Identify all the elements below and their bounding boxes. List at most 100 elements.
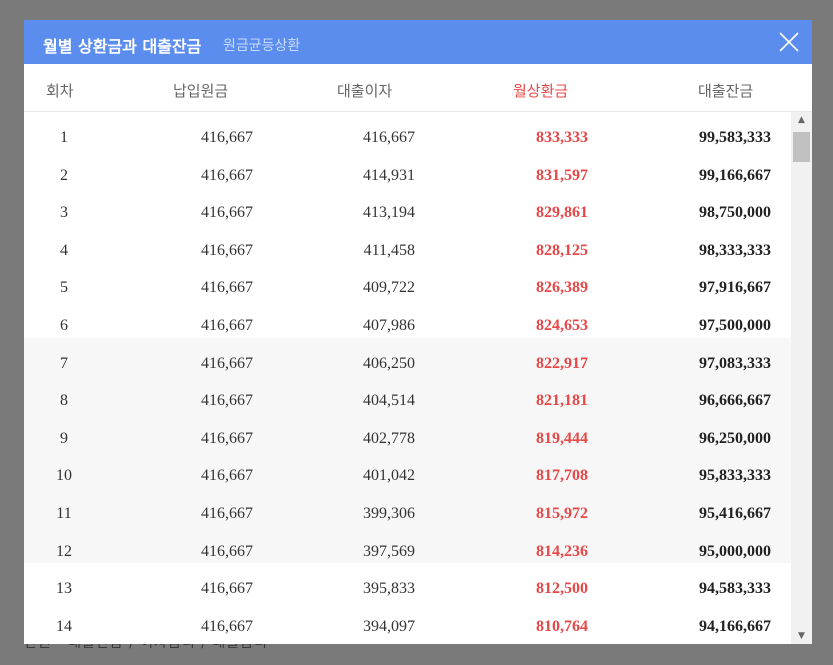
cell-monthly-payment: 824,653 <box>536 316 588 334</box>
cell-monthly-payment: 815,972 <box>536 504 588 522</box>
cell-monthly-payment: 812,500 <box>536 580 588 598</box>
table-row: 14 416,667 394,097 810,764 94,166,667 <box>24 601 791 639</box>
modal-title: 월별 상환금과 대출잔금 <box>43 37 202 56</box>
table-row: 11 416,667 399,306 815,972 95,416,667 <box>24 487 791 526</box>
cell-monthly-payment: 817,708 <box>536 467 588 485</box>
table-row: 10 416,667 401,042 817,708 95,833,333 <box>24 450 791 488</box>
cell-installment: 6 <box>60 316 68 334</box>
cell-monthly-payment: 814,236 <box>536 542 588 560</box>
table-row: 4 416,667 411,458 828,125 98,333,333 <box>24 225 791 263</box>
table-row: 3 416,667 413,194 829,861 98,750,000 <box>24 187 791 225</box>
col-header-no: 회차 <box>46 82 74 100</box>
cell-principal: 416,667 <box>201 580 253 598</box>
scroll-down-arrow-icon[interactable]: ▼ <box>798 631 805 641</box>
cell-interest: 409,722 <box>363 279 415 297</box>
table-row: 13 416,667 395,833 812,500 94,583,333 <box>24 563 791 601</box>
cell-monthly-payment: 833,333 <box>536 129 588 146</box>
cell-loan-balance: 95,833,333 <box>699 467 771 485</box>
cell-loan-balance: 94,166,667 <box>699 617 771 635</box>
cell-monthly-payment: 822,917 <box>536 354 588 372</box>
col-header-balance: 대출잔금 <box>698 82 754 100</box>
cell-monthly-payment: 831,597 <box>536 166 588 184</box>
table-row: 8 416,667 404,514 821,181 96,666,667 <box>24 375 791 413</box>
cell-loan-balance: 97,916,667 <box>699 279 771 297</box>
cell-interest: 416,667 <box>363 129 415 146</box>
col-header-interest: 대출이자 <box>337 82 393 100</box>
cell-principal: 416,667 <box>201 392 253 410</box>
table-row: 6 416,667 407,986 824,653 97,500,000 <box>24 300 791 338</box>
table-row: 1 416,667 416,667 833,333 99,583,333 <box>24 112 791 150</box>
close-x-icon <box>779 32 799 52</box>
cell-principal: 416,667 <box>201 354 253 372</box>
cell-loan-balance: 97,500,000 <box>699 316 771 334</box>
table-body[interactable]: 1 416,667 416,667 833,333 99,583,333 2 416,667… <box>24 112 791 644</box>
table-row: 2 416,667 414,931 831,597 99,166,667 <box>24 150 791 188</box>
cell-installment: 13 <box>56 580 72 598</box>
cell-interest: 394,097 <box>363 617 415 635</box>
cell-principal: 416,667 <box>201 429 253 447</box>
cell-installment: 9 <box>60 429 68 447</box>
cell-interest: 414,931 <box>363 166 415 184</box>
cell-monthly-payment: 819,444 <box>536 429 588 447</box>
cell-loan-balance: 97,083,333 <box>699 354 771 372</box>
cell-monthly-payment: 826,389 <box>536 279 588 297</box>
table-row: 5 416,667 409,722 826,389 97,916,667 <box>24 262 791 300</box>
cell-principal: 416,667 <box>201 504 253 522</box>
cell-principal: 416,667 <box>201 467 253 485</box>
cell-installment: 3 <box>60 204 68 222</box>
cell-monthly-payment: 810,764 <box>536 617 588 635</box>
cell-installment: 12 <box>56 542 72 560</box>
cell-monthly-payment: 829,861 <box>536 204 588 222</box>
cell-principal: 416,667 <box>201 129 253 146</box>
cell-principal: 416,667 <box>201 316 253 334</box>
scrollbar-thumb[interactable] <box>793 132 810 162</box>
repayment-schedule-modal: 월별 상환금과 대출잔금 원금균등상환 회차 납입원금 대출이자 월상환금 대출… <box>24 20 812 644</box>
cell-interest: 399,306 <box>363 504 415 522</box>
cell-interest: 407,986 <box>363 316 415 334</box>
cell-loan-balance: 98,333,333 <box>699 241 771 259</box>
cell-installment: 4 <box>60 241 68 259</box>
cell-loan-balance: 96,250,000 <box>699 429 771 447</box>
cell-loan-balance: 99,583,333 <box>699 129 771 146</box>
cell-loan-balance: 99,166,667 <box>699 166 771 184</box>
cell-loan-balance: 96,666,667 <box>699 392 771 410</box>
cell-interest: 397,569 <box>363 542 415 560</box>
vertical-scrollbar[interactable]: ▲ ▼ <box>791 112 812 644</box>
cell-principal: 416,667 <box>201 241 253 259</box>
scroll-up-arrow-icon[interactable]: ▲ <box>798 115 805 125</box>
close-button[interactable] <box>778 31 800 53</box>
cell-installment: 5 <box>60 279 68 297</box>
cell-installment: 10 <box>56 467 72 485</box>
cell-interest: 402,778 <box>363 429 415 447</box>
cell-loan-balance: 95,000,000 <box>699 542 771 560</box>
table-row: 12 416,667 397,569 814,236 95,000,000 <box>24 525 791 564</box>
cell-interest: 395,833 <box>363 580 415 598</box>
table-row: 9 416,667 402,778 819,444 96,250,000 <box>24 412 791 451</box>
cell-principal: 416,667 <box>201 166 253 184</box>
cell-loan-balance: 94,583,333 <box>699 580 771 598</box>
table-row: 7 416,667 406,250 822,917 97,083,333 <box>24 337 791 376</box>
cell-monthly-payment: 821,181 <box>536 392 588 410</box>
cell-installment: 8 <box>60 392 68 410</box>
cell-interest: 401,042 <box>363 467 415 485</box>
col-header-monthly: 월상환금 <box>513 82 569 100</box>
cell-interest: 411,458 <box>363 241 415 259</box>
table-header: 회차 납입원금 대출이자 월상환금 대출잔금 <box>24 64 812 112</box>
cell-principal: 416,667 <box>201 204 253 222</box>
cell-installment: 2 <box>60 166 68 184</box>
cell-principal: 416,667 <box>201 279 253 297</box>
cell-interest: 404,514 <box>363 392 415 410</box>
modal-subtitle: 원금균등상환 <box>223 38 301 54</box>
cell-installment: 7 <box>60 354 68 372</box>
cell-monthly-payment: 828,125 <box>536 241 588 259</box>
cell-loan-balance: 95,416,667 <box>699 504 771 522</box>
cell-installment: 11 <box>56 504 72 522</box>
modal-header: 월별 상환금과 대출잔금 원금균등상환 <box>24 20 812 64</box>
cell-interest: 406,250 <box>363 354 415 372</box>
cell-principal: 416,667 <box>201 542 253 560</box>
cell-loan-balance: 98,750,000 <box>699 204 771 222</box>
cell-interest: 413,194 <box>363 204 415 222</box>
cell-principal: 416,667 <box>201 617 253 635</box>
col-header-principal: 납입원금 <box>173 82 229 100</box>
cell-installment: 14 <box>56 617 72 635</box>
